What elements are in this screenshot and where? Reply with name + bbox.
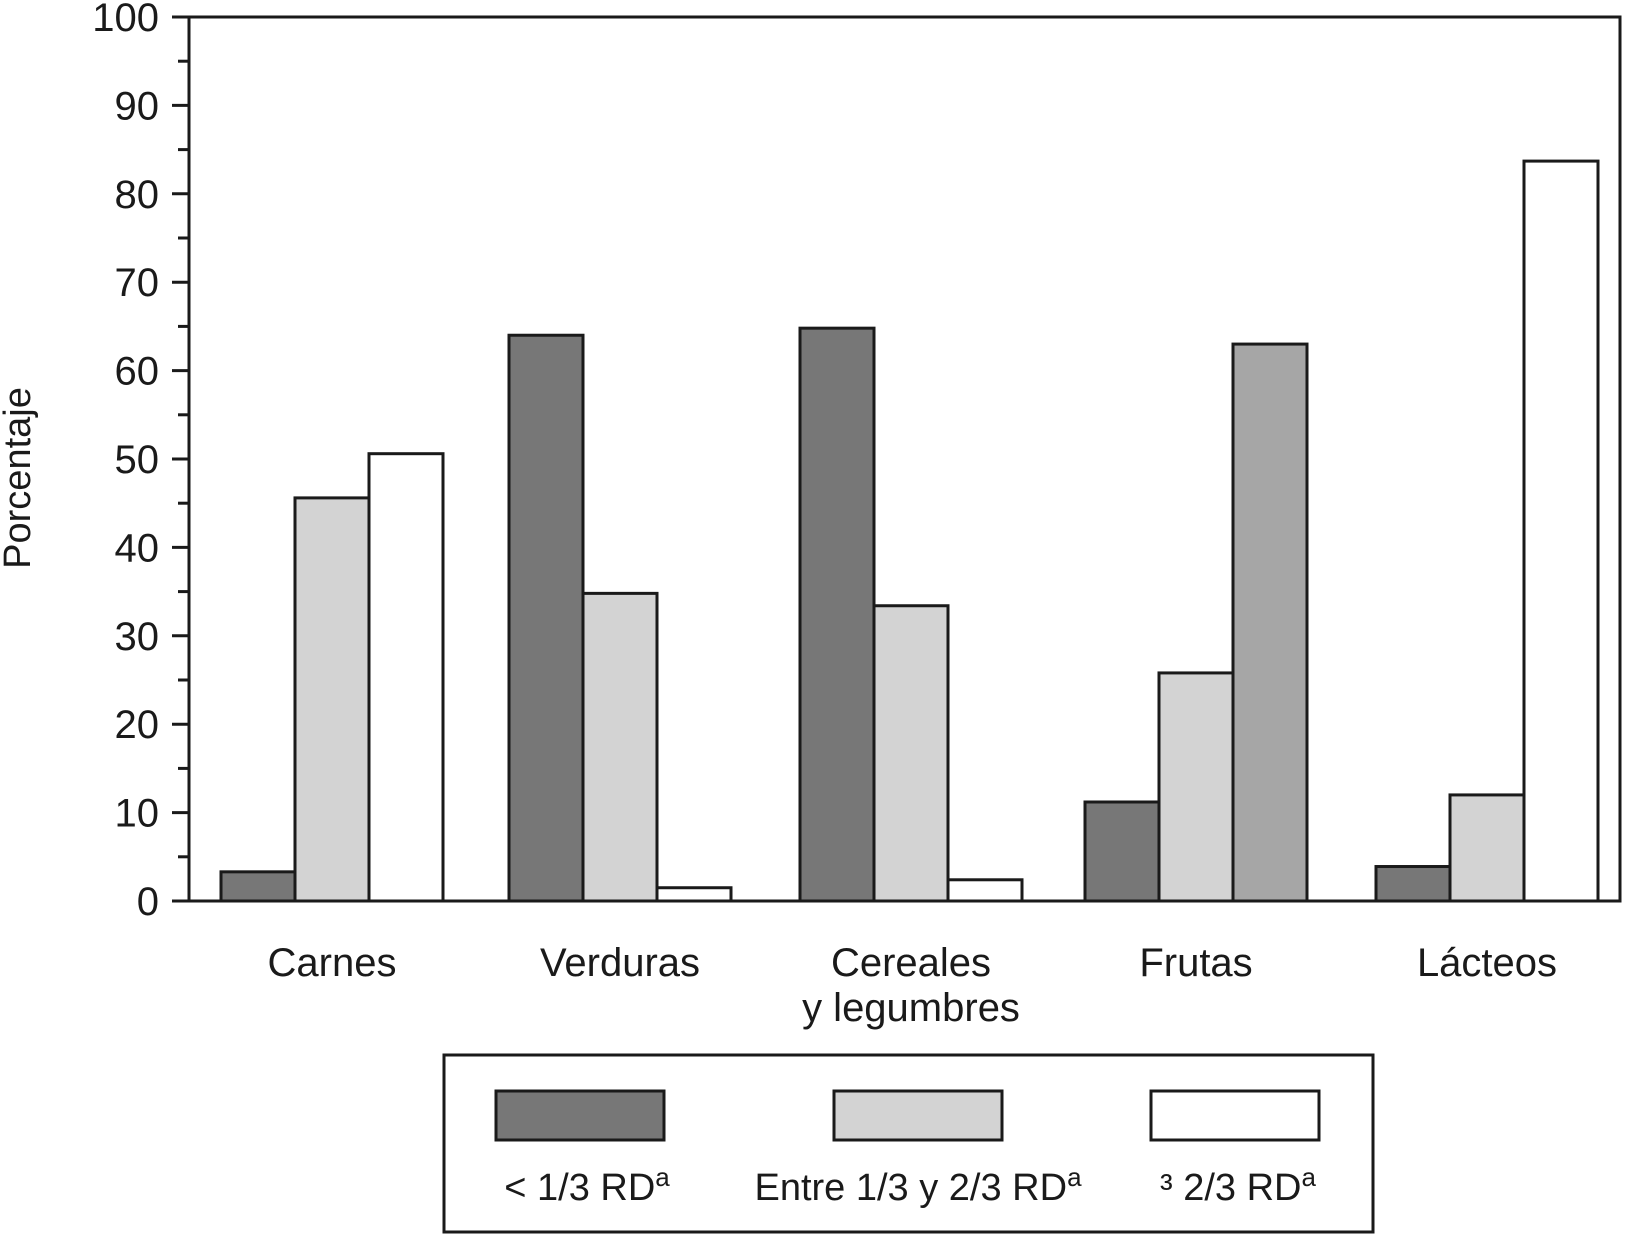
- legend-label-3: ³ 2/3 RDa: [1160, 1162, 1316, 1209]
- y-axis-title: Porcentaje: [0, 387, 39, 569]
- legend-swatch-2: [832, 1089, 1004, 1142]
- legend: < 1/3 RDa Entre 1/3 y 2/3 RDa ³ 2/3 RDa: [442, 1053, 1375, 1234]
- y-tick-label: 100: [92, 0, 159, 40]
- bar-series2-cat3: [872, 604, 950, 903]
- legend-label-2: Entre 1/3 y 2/3 RDa: [754, 1162, 1082, 1209]
- bar-series1-cat5: [1374, 865, 1452, 903]
- x-category-label: Frutas: [1139, 941, 1252, 985]
- bar-series2-cat1: [293, 496, 371, 903]
- bar-series2-cat4: [1157, 671, 1235, 903]
- bars-group: [219, 159, 1600, 903]
- legend-swatch-3: [1149, 1089, 1321, 1142]
- bar-series3-cat2: [655, 886, 733, 903]
- bar-series2-cat2: [581, 591, 659, 903]
- y-tick-label: 30: [115, 615, 160, 659]
- axes-group: 0 10 20 30 40 50 60 70 80 90 100 Porcentaje Carnes Ve…: [0, 0, 1622, 1030]
- y-tick-label: 0: [137, 880, 159, 924]
- bar-series3-cat3: [946, 878, 1024, 903]
- legend-swatch-1: [494, 1089, 666, 1142]
- bar-series3-cat4: [1231, 342, 1309, 903]
- legend-label-1: < 1/3 RDa: [504, 1162, 670, 1209]
- bar-series1-cat2: [507, 333, 585, 903]
- bar-series1-cat3: [798, 326, 876, 903]
- x-category-label: Verduras: [540, 941, 700, 985]
- y-tick-label: 90: [115, 84, 160, 128]
- bar-series1-cat1: [219, 870, 297, 903]
- y-tick-label: 20: [115, 703, 160, 747]
- bar-series3-cat5: [1522, 159, 1600, 903]
- bar-series3-cat1: [367, 452, 445, 903]
- legend-box: [442, 1053, 1375, 1234]
- bar-series1-cat4: [1083, 800, 1161, 903]
- bar-series2-cat5: [1448, 793, 1526, 903]
- y-tick-label: 80: [115, 173, 160, 217]
- y-tick-label: 60: [115, 350, 160, 394]
- x-category-label: Cereales: [831, 941, 991, 985]
- y-tick-label: 50: [115, 438, 160, 482]
- x-category-label: y legumbres: [802, 986, 1020, 1030]
- x-category-label: Carnes: [268, 941, 397, 985]
- y-tick-label: 40: [115, 526, 160, 570]
- y-tick-label: 10: [115, 792, 160, 836]
- y-tick-label: 70: [115, 261, 160, 305]
- x-category-label: Lácteos: [1417, 941, 1557, 985]
